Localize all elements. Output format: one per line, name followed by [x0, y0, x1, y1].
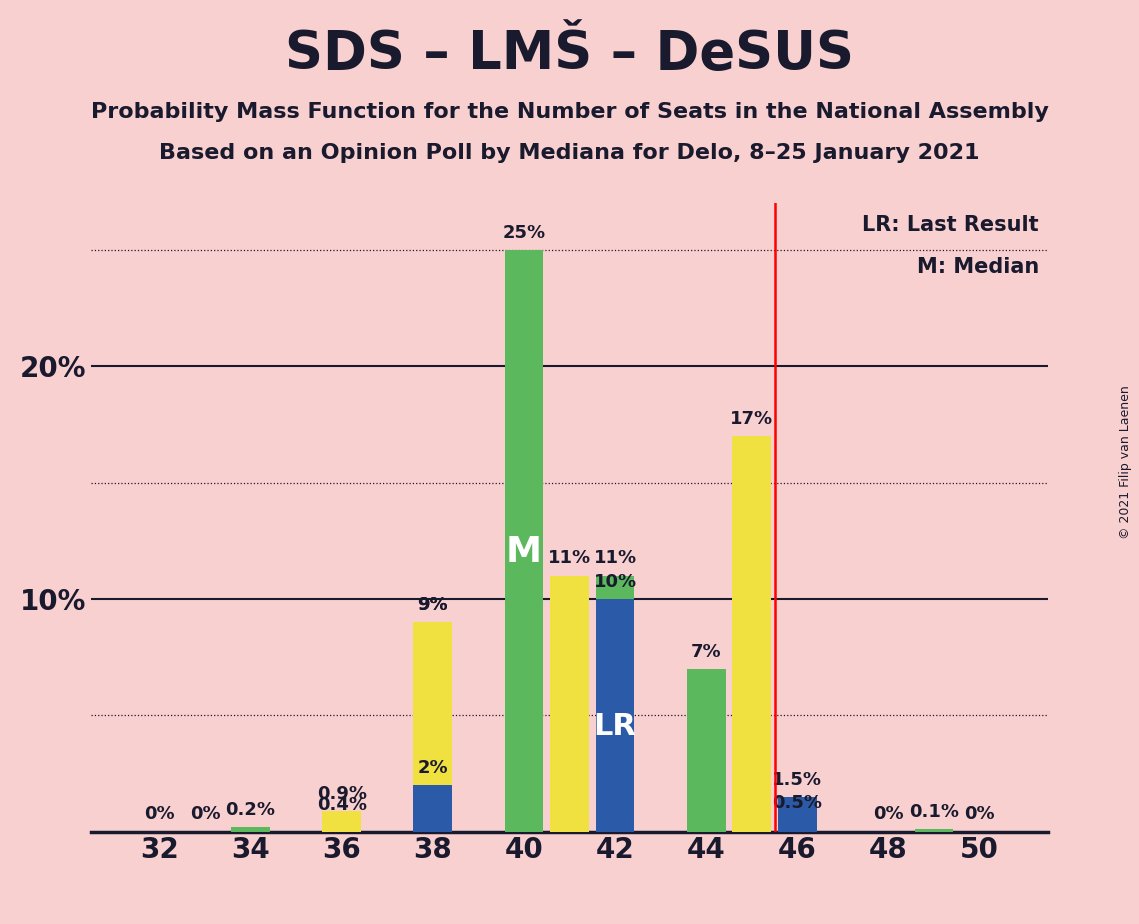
- Text: M: Median: M: Median: [917, 257, 1039, 277]
- Bar: [505, 249, 543, 832]
- Bar: [413, 785, 452, 832]
- Text: 0%: 0%: [145, 806, 174, 823]
- Bar: [322, 822, 361, 832]
- Bar: [596, 576, 634, 832]
- Bar: [778, 796, 817, 832]
- Text: LR: Last Result: LR: Last Result: [862, 215, 1039, 235]
- Bar: [413, 622, 452, 832]
- Text: Probability Mass Function for the Number of Seats in the National Assembly: Probability Mass Function for the Number…: [91, 102, 1048, 122]
- Text: 7%: 7%: [691, 642, 721, 661]
- Text: M: M: [506, 535, 542, 569]
- Bar: [231, 827, 270, 832]
- Text: 0%: 0%: [874, 806, 903, 823]
- Bar: [550, 576, 589, 832]
- Bar: [915, 829, 953, 832]
- Text: Based on an Opinion Poll by Mediana for Delo, 8–25 January 2021: Based on an Opinion Poll by Mediana for …: [159, 143, 980, 164]
- Bar: [778, 820, 817, 832]
- Text: 9%: 9%: [418, 596, 448, 614]
- Text: 0.2%: 0.2%: [226, 801, 276, 819]
- Text: LR: LR: [593, 712, 637, 741]
- Text: 0.9%: 0.9%: [317, 784, 367, 803]
- Text: 11%: 11%: [593, 550, 637, 567]
- Text: 9%: 9%: [418, 596, 448, 614]
- Text: 0%: 0%: [190, 806, 220, 823]
- Bar: [596, 599, 634, 832]
- Text: 17%: 17%: [730, 410, 773, 428]
- Text: © 2021 Filip van Laenen: © 2021 Filip van Laenen: [1118, 385, 1132, 539]
- Text: 25%: 25%: [502, 224, 546, 242]
- Bar: [687, 669, 726, 832]
- Text: 2%: 2%: [418, 759, 448, 777]
- Text: 10%: 10%: [593, 573, 637, 590]
- Text: 0%: 0%: [965, 806, 994, 823]
- Text: 11%: 11%: [548, 550, 591, 567]
- Text: 0.5%: 0.5%: [772, 794, 822, 812]
- Text: 0.4%: 0.4%: [317, 796, 367, 814]
- Bar: [732, 436, 771, 832]
- Text: SDS – LMŠ – DeSUS: SDS – LMŠ – DeSUS: [285, 28, 854, 79]
- Bar: [322, 810, 361, 832]
- Text: 0.1%: 0.1%: [909, 803, 959, 821]
- Text: 1.5%: 1.5%: [772, 771, 822, 788]
- Bar: [413, 622, 452, 832]
